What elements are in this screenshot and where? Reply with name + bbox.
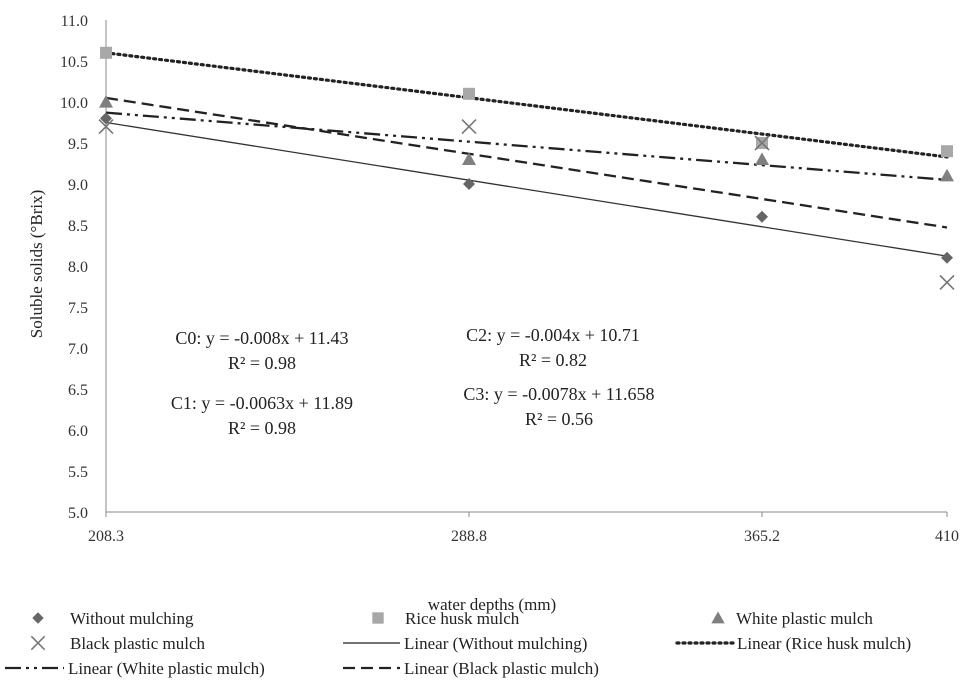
x-tick-label: 288.8: [451, 528, 487, 545]
equation-line: R² = 0.82: [519, 350, 587, 370]
y-axis-title: Soluble solids (°Brix): [27, 190, 46, 338]
y-tick-label: 8.0: [68, 259, 88, 276]
legend-label: Linear (White plastic mulch): [68, 659, 265, 678]
data-point-x: [939, 274, 955, 290]
x-axis-title: water depths (mm): [428, 595, 556, 614]
y-tick-label: 7.5: [68, 300, 88, 317]
data-point-diamond: [756, 210, 768, 223]
equation-line: R² = 0.56: [525, 409, 593, 429]
equation-annotation: C1: y = -0.0063x + 11.89 R² = 0.98: [171, 393, 353, 438]
equation-annotation: C3: y = -0.0078x + 11.658 R² = 0.56: [463, 384, 654, 429]
data-point-diamond: [941, 251, 953, 264]
x-tick-label: 365.2: [744, 528, 780, 545]
legend-label: White plastic mulch: [736, 609, 873, 628]
legend-label: Black plastic mulch: [70, 634, 206, 653]
data-point-triangle: [99, 95, 113, 108]
equation-annotation: C0: y = -0.008x + 11.43 R² = 0.98: [175, 328, 348, 373]
equation-annotation: C2: y = -0.004x + 10.71 R² = 0.82: [466, 325, 640, 370]
legend-symbol-x: [30, 635, 46, 651]
y-tick-label: 5.5: [68, 464, 88, 481]
legend-symbol-diamond: [32, 612, 44, 624]
data-point-diamond: [100, 112, 112, 125]
equation-line: C1: y = -0.0063x + 11.89: [171, 393, 353, 413]
data-point-triangle: [755, 152, 769, 165]
equation-line: R² = 0.98: [228, 353, 296, 373]
equation-line: R² = 0.98: [228, 418, 296, 438]
trendline: [105, 96, 948, 229]
trendline: [105, 121, 948, 257]
legend-label: Without mulching: [70, 609, 194, 628]
trendline: [105, 111, 948, 182]
equation-line: C3: y = -0.0078x + 11.658: [463, 384, 654, 404]
x-tick-label: 410: [935, 528, 959, 545]
x-tick-label: 208.3: [88, 528, 124, 545]
trendlines: [104, 51, 949, 257]
trendline: [104, 51, 949, 159]
y-tick-label: 6.0: [68, 423, 88, 440]
legend-symbol-triangle: [711, 611, 725, 624]
legend: Without mulching Rice husk mulch White pla…: [5, 609, 911, 678]
x-tick-labels: 208.3 288.8 365.2 410: [88, 512, 959, 545]
y-tick-label: 9.0: [68, 177, 88, 194]
legend-symbol-square: [372, 612, 384, 624]
data-markers: [98, 46, 955, 290]
legend-label: Linear (Without mulching): [404, 634, 587, 653]
y-tick-label: 10.0: [60, 95, 88, 112]
data-point-square: [463, 87, 475, 100]
equation-line: C0: y = -0.008x + 11.43: [175, 328, 348, 348]
data-point-x: [461, 119, 477, 135]
legend-label: Rice husk mulch: [405, 609, 520, 628]
legend-label: Linear (Black plastic mulch): [404, 659, 599, 678]
y-tick-label: 6.5: [68, 382, 88, 399]
y-tick-label: 5.0: [68, 505, 88, 522]
data-point-square: [100, 46, 112, 59]
axes: [105, 20, 947, 513]
data-point-x: [754, 135, 770, 151]
legend-label: Linear (Rice husk mulch): [737, 634, 911, 653]
y-tick-label: 10.5: [60, 54, 88, 71]
y-tick-labels: 5.0 5.5 6.0 6.5 7.0 7.5 8.0 8.5 9.0 9.5 10.0 10.5 11…: [60, 13, 88, 522]
y-tick-label: 8.5: [68, 218, 88, 235]
y-tick-label: 7.0: [68, 341, 88, 358]
data-point-triangle: [462, 152, 476, 165]
data-point-triangle: [940, 168, 954, 182]
data-point-x: [98, 119, 114, 135]
data-point-square: [941, 145, 953, 158]
equation-line: C2: y = -0.004x + 10.71: [466, 325, 640, 345]
y-tick-label: 11.0: [61, 13, 88, 30]
y-tick-label: 9.5: [68, 136, 88, 153]
data-point-diamond: [463, 178, 475, 190]
